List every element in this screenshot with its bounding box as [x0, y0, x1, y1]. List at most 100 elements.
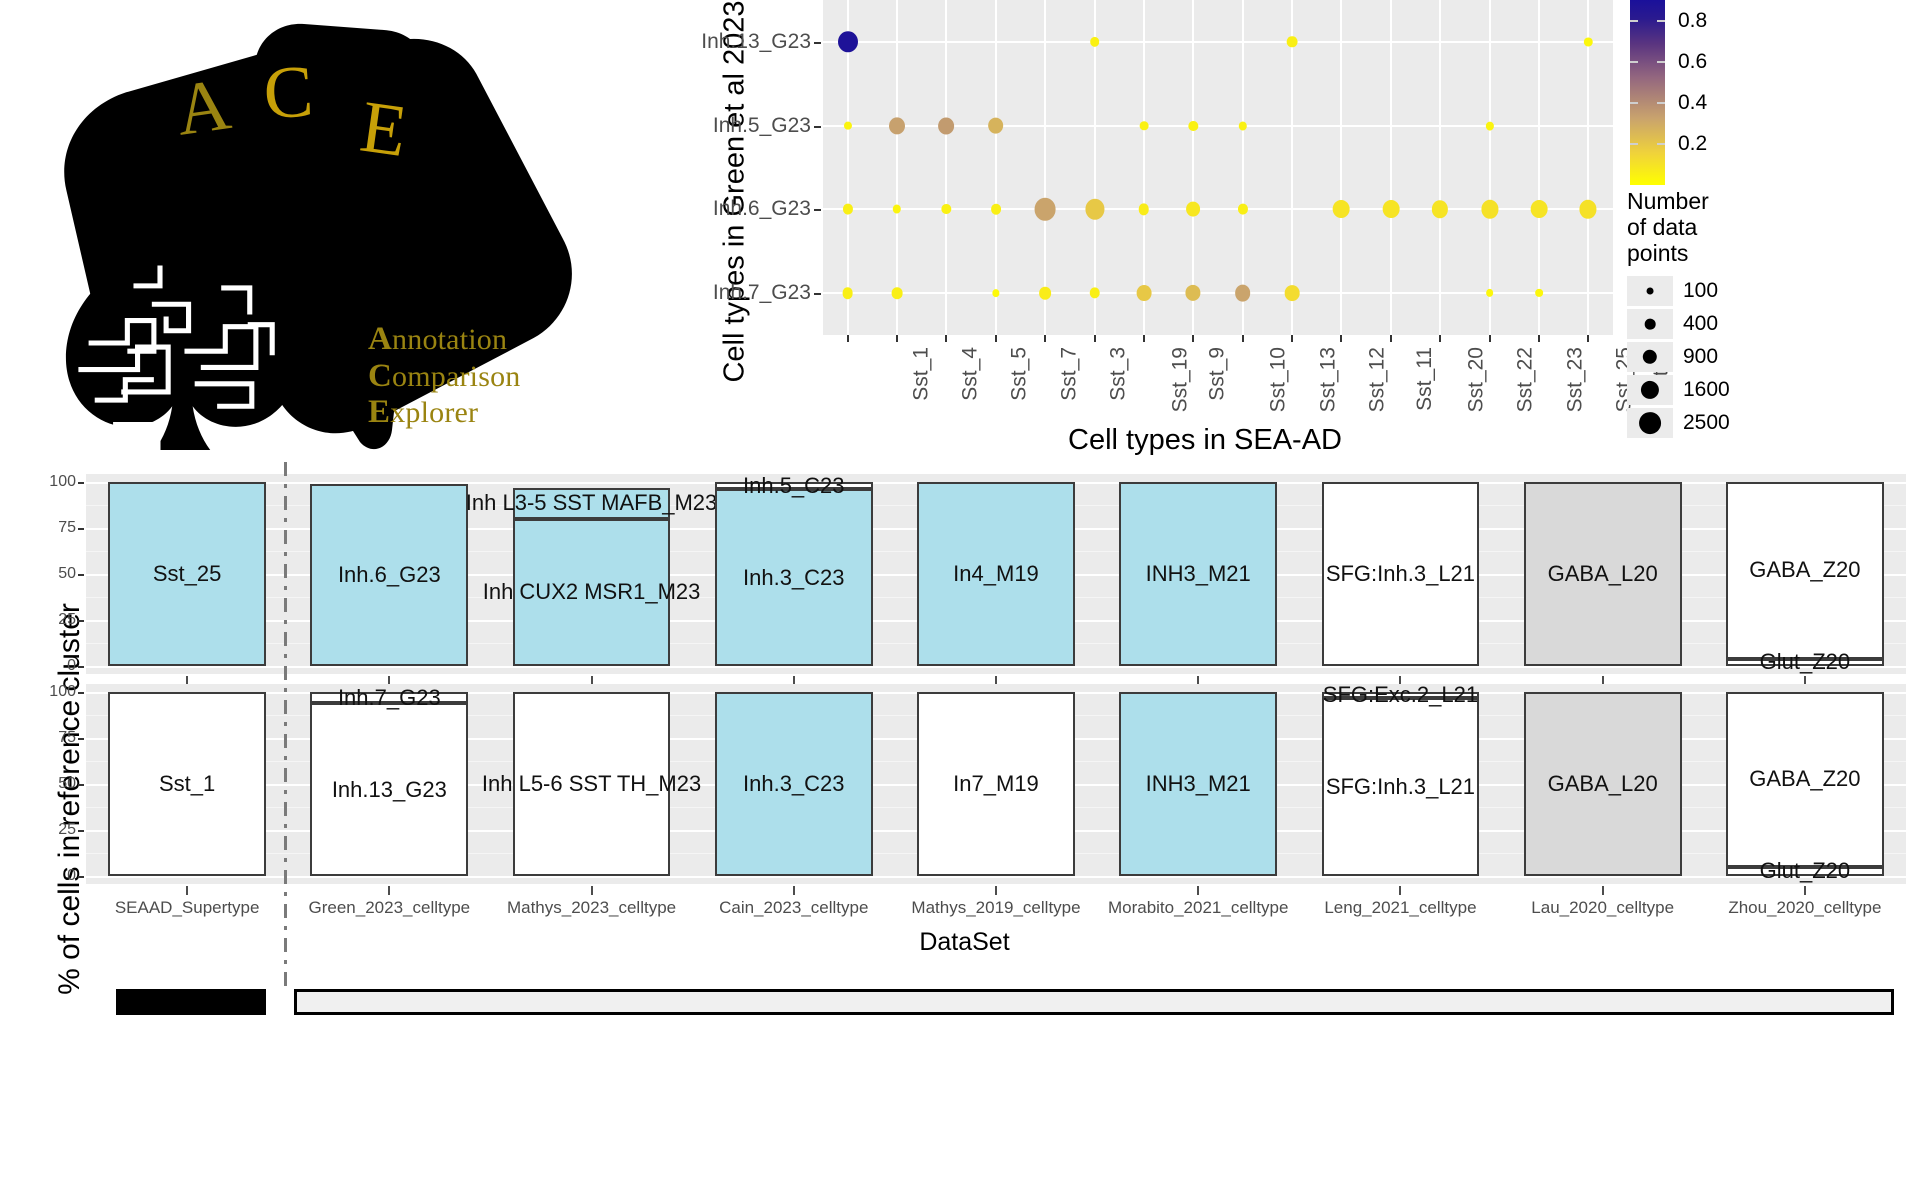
- bar-column[interactable]: In7_M19: [917, 684, 1075, 884]
- bar-segment[interactable]: Glut_Z20: [1726, 858, 1884, 883]
- ace-logo: A C E Annotation Comparison Explorer: [20, 0, 640, 450]
- bar-column[interactable]: GABA_Z20 Glut_Z20: [1726, 684, 1884, 884]
- dotplot-point[interactable]: [1186, 201, 1201, 217]
- dotplot-point[interactable]: [1579, 200, 1597, 219]
- dotplot-point[interactable]: [892, 204, 902, 214]
- bar-column[interactable]: Sst_25: [108, 474, 266, 674]
- bar-segment-label: GABA_L20: [1547, 771, 1658, 796]
- dotplot-point[interactable]: [1535, 289, 1543, 298]
- bar-segment[interactable]: Inh.6_G23: [310, 483, 469, 666]
- bar-column[interactable]: In4_M19: [917, 474, 1075, 674]
- bar-segment[interactable]: Sst_25: [108, 482, 266, 666]
- bar-segment[interactable]: Glut_Z20: [1726, 649, 1884, 674]
- bar-segment[interactable]: Inh.3_C23: [714, 692, 873, 876]
- bar-column[interactable]: INH3_M21: [1119, 474, 1278, 674]
- bar-segment[interactable]: Inh.7_G23: [310, 685, 469, 710]
- bar-segment-label: Inh CUX2 MSR1_M23: [482, 579, 701, 605]
- dotplot-point[interactable]: [891, 287, 903, 299]
- dotplot-point[interactable]: [1034, 198, 1056, 221]
- bar-column[interactable]: Inh.3_C23 Inh.5_C23: [714, 473, 873, 674]
- bar-x-tick-mark: [388, 676, 391, 685]
- dotplot-point[interactable]: [1432, 200, 1449, 219]
- dotplot-point[interactable]: [941, 204, 952, 215]
- dotplot-point[interactable]: [1188, 120, 1198, 131]
- bar-column[interactable]: SFG:Inh.3_L21: [1321, 474, 1480, 674]
- dotplot-point[interactable]: [987, 117, 1004, 135]
- bar-column[interactable]: INH3_M21: [1119, 684, 1278, 884]
- bar-column[interactable]: GABA_L20: [1523, 474, 1682, 674]
- dataset-axis-label: Leng_2021_celltype: [1324, 898, 1477, 917]
- bar-segment[interactable]: Sst_1: [108, 692, 266, 876]
- dotplot-point[interactable]: [938, 117, 955, 135]
- dotplot-point[interactable]: [990, 204, 1001, 215]
- dotplot-point[interactable]: [1089, 36, 1100, 48]
- dotplot-point[interactable]: [889, 117, 906, 135]
- dotplot-point[interactable]: [1136, 285, 1152, 302]
- dotplot-x-tick-label: Sst_19: [1167, 347, 1191, 413]
- dotplot-point[interactable]: [1530, 200, 1548, 219]
- bar-column[interactable]: Inh CUX2 MSR1_M23 Inh L3-5 SST MAFB_M23: [466, 474, 717, 674]
- bar-column[interactable]: SFG:Inh.3_L21 SFG:Exc.2_L21: [1321, 682, 1480, 884]
- dotplot-vertical-gridline: [1192, 0, 1195, 335]
- dotplot-point[interactable]: [1089, 287, 1100, 299]
- bar-segment[interactable]: GABA_Z20: [1726, 482, 1884, 659]
- dotplot-point[interactable]: [1238, 121, 1247, 131]
- bar-column[interactable]: GABA_Z20 Glut_Z20: [1726, 474, 1884, 674]
- bar-segment[interactable]: SFG:Exc.2_L21: [1321, 682, 1480, 707]
- dotplot-point[interactable]: [1185, 284, 1201, 302]
- bar-column[interactable]: Inh L5-6 SST TH_M23: [482, 684, 701, 884]
- dotplot-x-tick-label: Sst_11: [1413, 347, 1437, 411]
- bar-segment[interactable]: Inh.3_C23: [714, 489, 873, 666]
- dotplot-x-tick-mark: [1044, 335, 1047, 342]
- bar-segment[interactable]: GABA_L20: [1523, 482, 1682, 666]
- bar-segment[interactable]: Inh.5_C23: [714, 473, 873, 498]
- dotplot-point[interactable]: [837, 31, 858, 53]
- dotplot-x-tick-mark: [1587, 335, 1590, 342]
- bar-segment[interactable]: In7_M19: [917, 692, 1075, 876]
- bar-segment[interactable]: In4_M19: [917, 482, 1075, 666]
- bar-segment[interactable]: SFG:Inh.3_L21: [1321, 697, 1480, 876]
- bar-segment[interactable]: SFG:Inh.3_L21: [1321, 482, 1480, 666]
- bar-segment[interactable]: Inh CUX2 MSR1_M23: [483, 518, 700, 666]
- dotplot-point[interactable]: [1333, 200, 1350, 219]
- dotplot-point[interactable]: [1138, 203, 1150, 216]
- bar-segment[interactable]: INH3_M21: [1119, 692, 1278, 876]
- logo-tagline-rest-a: nnotation: [392, 323, 508, 356]
- bar-column[interactable]: GABA_L20: [1523, 684, 1682, 884]
- bar-segment[interactable]: Inh L5-6 SST TH_M23: [482, 692, 701, 876]
- dotplot-point[interactable]: [1039, 286, 1052, 300]
- bar-segment[interactable]: INH3_M21: [1119, 482, 1278, 666]
- bar-column[interactable]: Sst_1: [108, 684, 266, 884]
- bar-segment[interactable]: Inh L3-5 SST MAFB_M23: [466, 487, 717, 519]
- dotplot-point[interactable]: [842, 203, 853, 215]
- size-legend-dot: [1640, 380, 1660, 400]
- bar-y-tick-label: 100: [30, 683, 84, 701]
- dotplot-point[interactable]: [1085, 199, 1105, 220]
- dotplot-x-tick-label: Sst_3: [1106, 347, 1130, 401]
- bar-x-tick-mark: [1803, 676, 1806, 685]
- bar-x-tick-mark: [1803, 886, 1806, 895]
- logo-tagline-rest-c: omparison: [392, 360, 521, 393]
- dotplot-point[interactable]: [1584, 37, 1593, 47]
- dotplot-point[interactable]: [992, 289, 1000, 298]
- dotplot-point[interactable]: [1485, 121, 1494, 131]
- dotplot-point[interactable]: [1382, 200, 1400, 219]
- dotplot-point[interactable]: [1139, 120, 1149, 131]
- dataset-axis-label: Morabito_2021_celltype: [1107, 898, 1289, 917]
- bar-segment[interactable]: GABA_L20: [1523, 692, 1682, 876]
- dotplot-point[interactable]: [1481, 200, 1499, 219]
- dotplot-point[interactable]: [1286, 36, 1298, 48]
- dotplot-point[interactable]: [842, 287, 854, 299]
- dotplot-point[interactable]: [1237, 203, 1248, 215]
- bar-segment[interactable]: GABA_Z20: [1726, 692, 1884, 867]
- bar-column[interactable]: Inh.6_G23: [310, 474, 469, 674]
- stacked-bar-figure: % of cells in reference cluster DataSet …: [0, 462, 1929, 1186]
- bar-segment[interactable]: Inh.13_G23: [310, 703, 469, 876]
- svg-text:A: A: [171, 63, 235, 152]
- dotplot-point[interactable]: [843, 121, 852, 130]
- dotplot-point[interactable]: [1284, 285, 1300, 302]
- dotplot-point[interactable]: [1234, 284, 1251, 302]
- dotplot-point[interactable]: [1485, 289, 1494, 298]
- bar-column[interactable]: Inh.3_C23: [714, 684, 873, 884]
- bar-column[interactable]: Inh.13_G23 Inh.7_G23: [310, 684, 469, 884]
